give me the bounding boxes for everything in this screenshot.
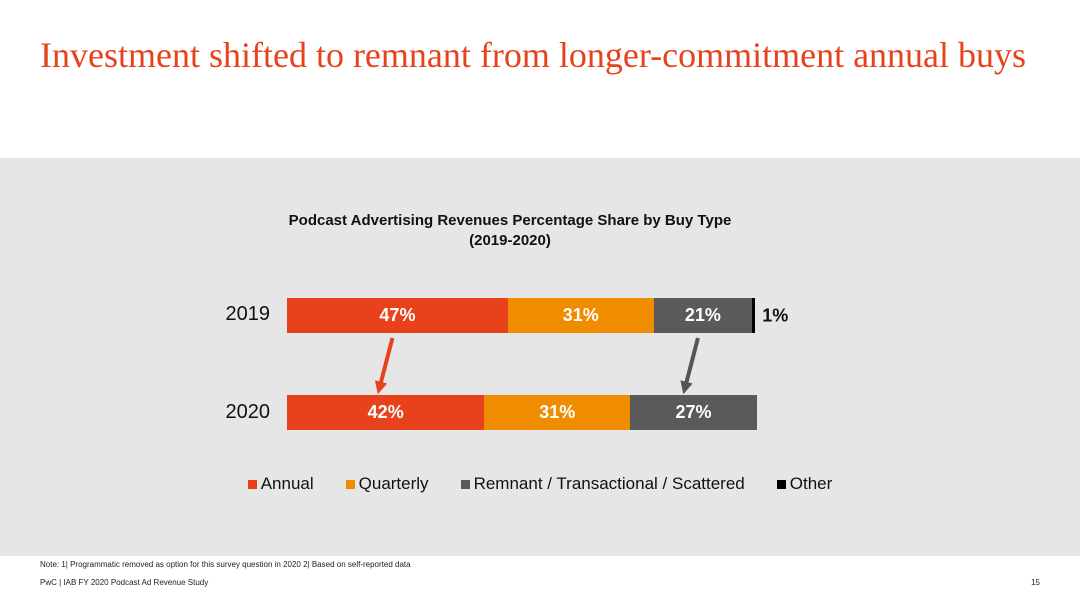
- footer-source: PwC | IAB FY 2020 Podcast Ad Revenue Stu…: [40, 578, 209, 587]
- bar-segment-quarterly-2019: 31%: [507, 298, 654, 333]
- data-label-annual-2020: 42%: [367, 402, 404, 422]
- chart-panel: Podcast Advertising Revenues Percentage …: [0, 158, 1080, 556]
- bar-segment-remnant-transactional-scattered-2019: 21%: [653, 298, 753, 333]
- data-label-remnant-transactional-scattered-2020: 27%: [675, 402, 712, 422]
- chart-title: Podcast Advertising Revenues Percentage …: [0, 211, 1020, 251]
- footnote: Note: 1| Programmatic removed as option …: [40, 560, 411, 569]
- bar-segment-other-2019: 1%: [752, 298, 788, 333]
- bar-segment-remnant-transactional-scattered-2020: 27%: [630, 395, 757, 430]
- legend-item-annual: Annual: [247, 474, 314, 494]
- bar-segment-quarterly-2020: 31%: [484, 395, 631, 430]
- bar-segment-annual-2019: 47%: [287, 298, 508, 333]
- change-arrows: [374, 337, 700, 395]
- legend: Annual Quarterly Remnant / Transactional /…: [0, 474, 1080, 494]
- legend-item-other: Other: [776, 474, 833, 494]
- page-number: 15: [1031, 578, 1040, 587]
- category-label-2020: 2020: [225, 401, 271, 423]
- data-label-annual-2019: 47%: [379, 305, 416, 325]
- arrow-remnant-transactional-scattered: [680, 337, 700, 395]
- data-label-other-2019: 1%: [762, 305, 789, 325]
- slide-title: Investment shifted to remnant from longe…: [40, 35, 1027, 75]
- legend-swatch-other: [776, 479, 786, 489]
- data-label-remnant-transactional-scattered-2019: 21%: [684, 305, 721, 325]
- legend-swatch-quarterly: [345, 479, 355, 489]
- data-label-quarterly-2020: 31%: [539, 402, 576, 422]
- legend-label-remnant-transactional-scattered: Remnant / Transactional / Scattered: [473, 474, 745, 493]
- legend-label-other: Other: [789, 474, 833, 493]
- legend-swatch-remnant-transactional-scattered: [460, 479, 470, 489]
- bar-segment-annual-2020: 42%: [287, 395, 485, 430]
- legend-item-quarterly: Quarterly: [345, 474, 429, 494]
- category-label-2019: 2019: [225, 303, 271, 325]
- chart-title-main: Podcast Advertising Revenues Percentage …: [288, 212, 732, 229]
- chart-subtitle: (2019-2020): [469, 232, 551, 249]
- arrow-annual: [374, 337, 395, 395]
- data-label-quarterly-2019: 31%: [562, 305, 599, 325]
- bar-row-2020: 42% 31% 27%: [287, 395, 757, 430]
- legend-item-remnant-transactional-scattered: Remnant / Transactional / Scattered: [460, 474, 745, 494]
- legend-label-quarterly: Quarterly: [358, 474, 429, 493]
- legend-swatch-annual: [247, 479, 257, 489]
- legend-label-annual: Annual: [260, 474, 314, 493]
- bar-row-2019: 47% 31% 21% 1%: [287, 298, 788, 333]
